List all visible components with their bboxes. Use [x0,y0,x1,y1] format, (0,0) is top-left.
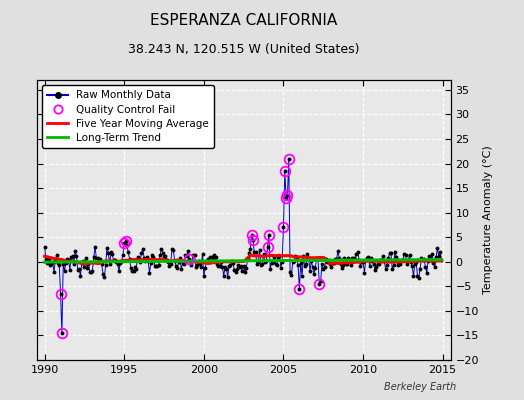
Y-axis label: Temperature Anomaly (°C): Temperature Anomaly (°C) [483,146,493,294]
Text: 38.243 N, 120.515 W (United States): 38.243 N, 120.515 W (United States) [128,43,359,56]
Text: ESPERANZA CALIFORNIA: ESPERANZA CALIFORNIA [150,13,337,28]
Text: Berkeley Earth: Berkeley Earth [384,382,456,392]
Legend: Raw Monthly Data, Quality Control Fail, Five Year Moving Average, Long-Term Tren: Raw Monthly Data, Quality Control Fail, … [42,85,214,148]
